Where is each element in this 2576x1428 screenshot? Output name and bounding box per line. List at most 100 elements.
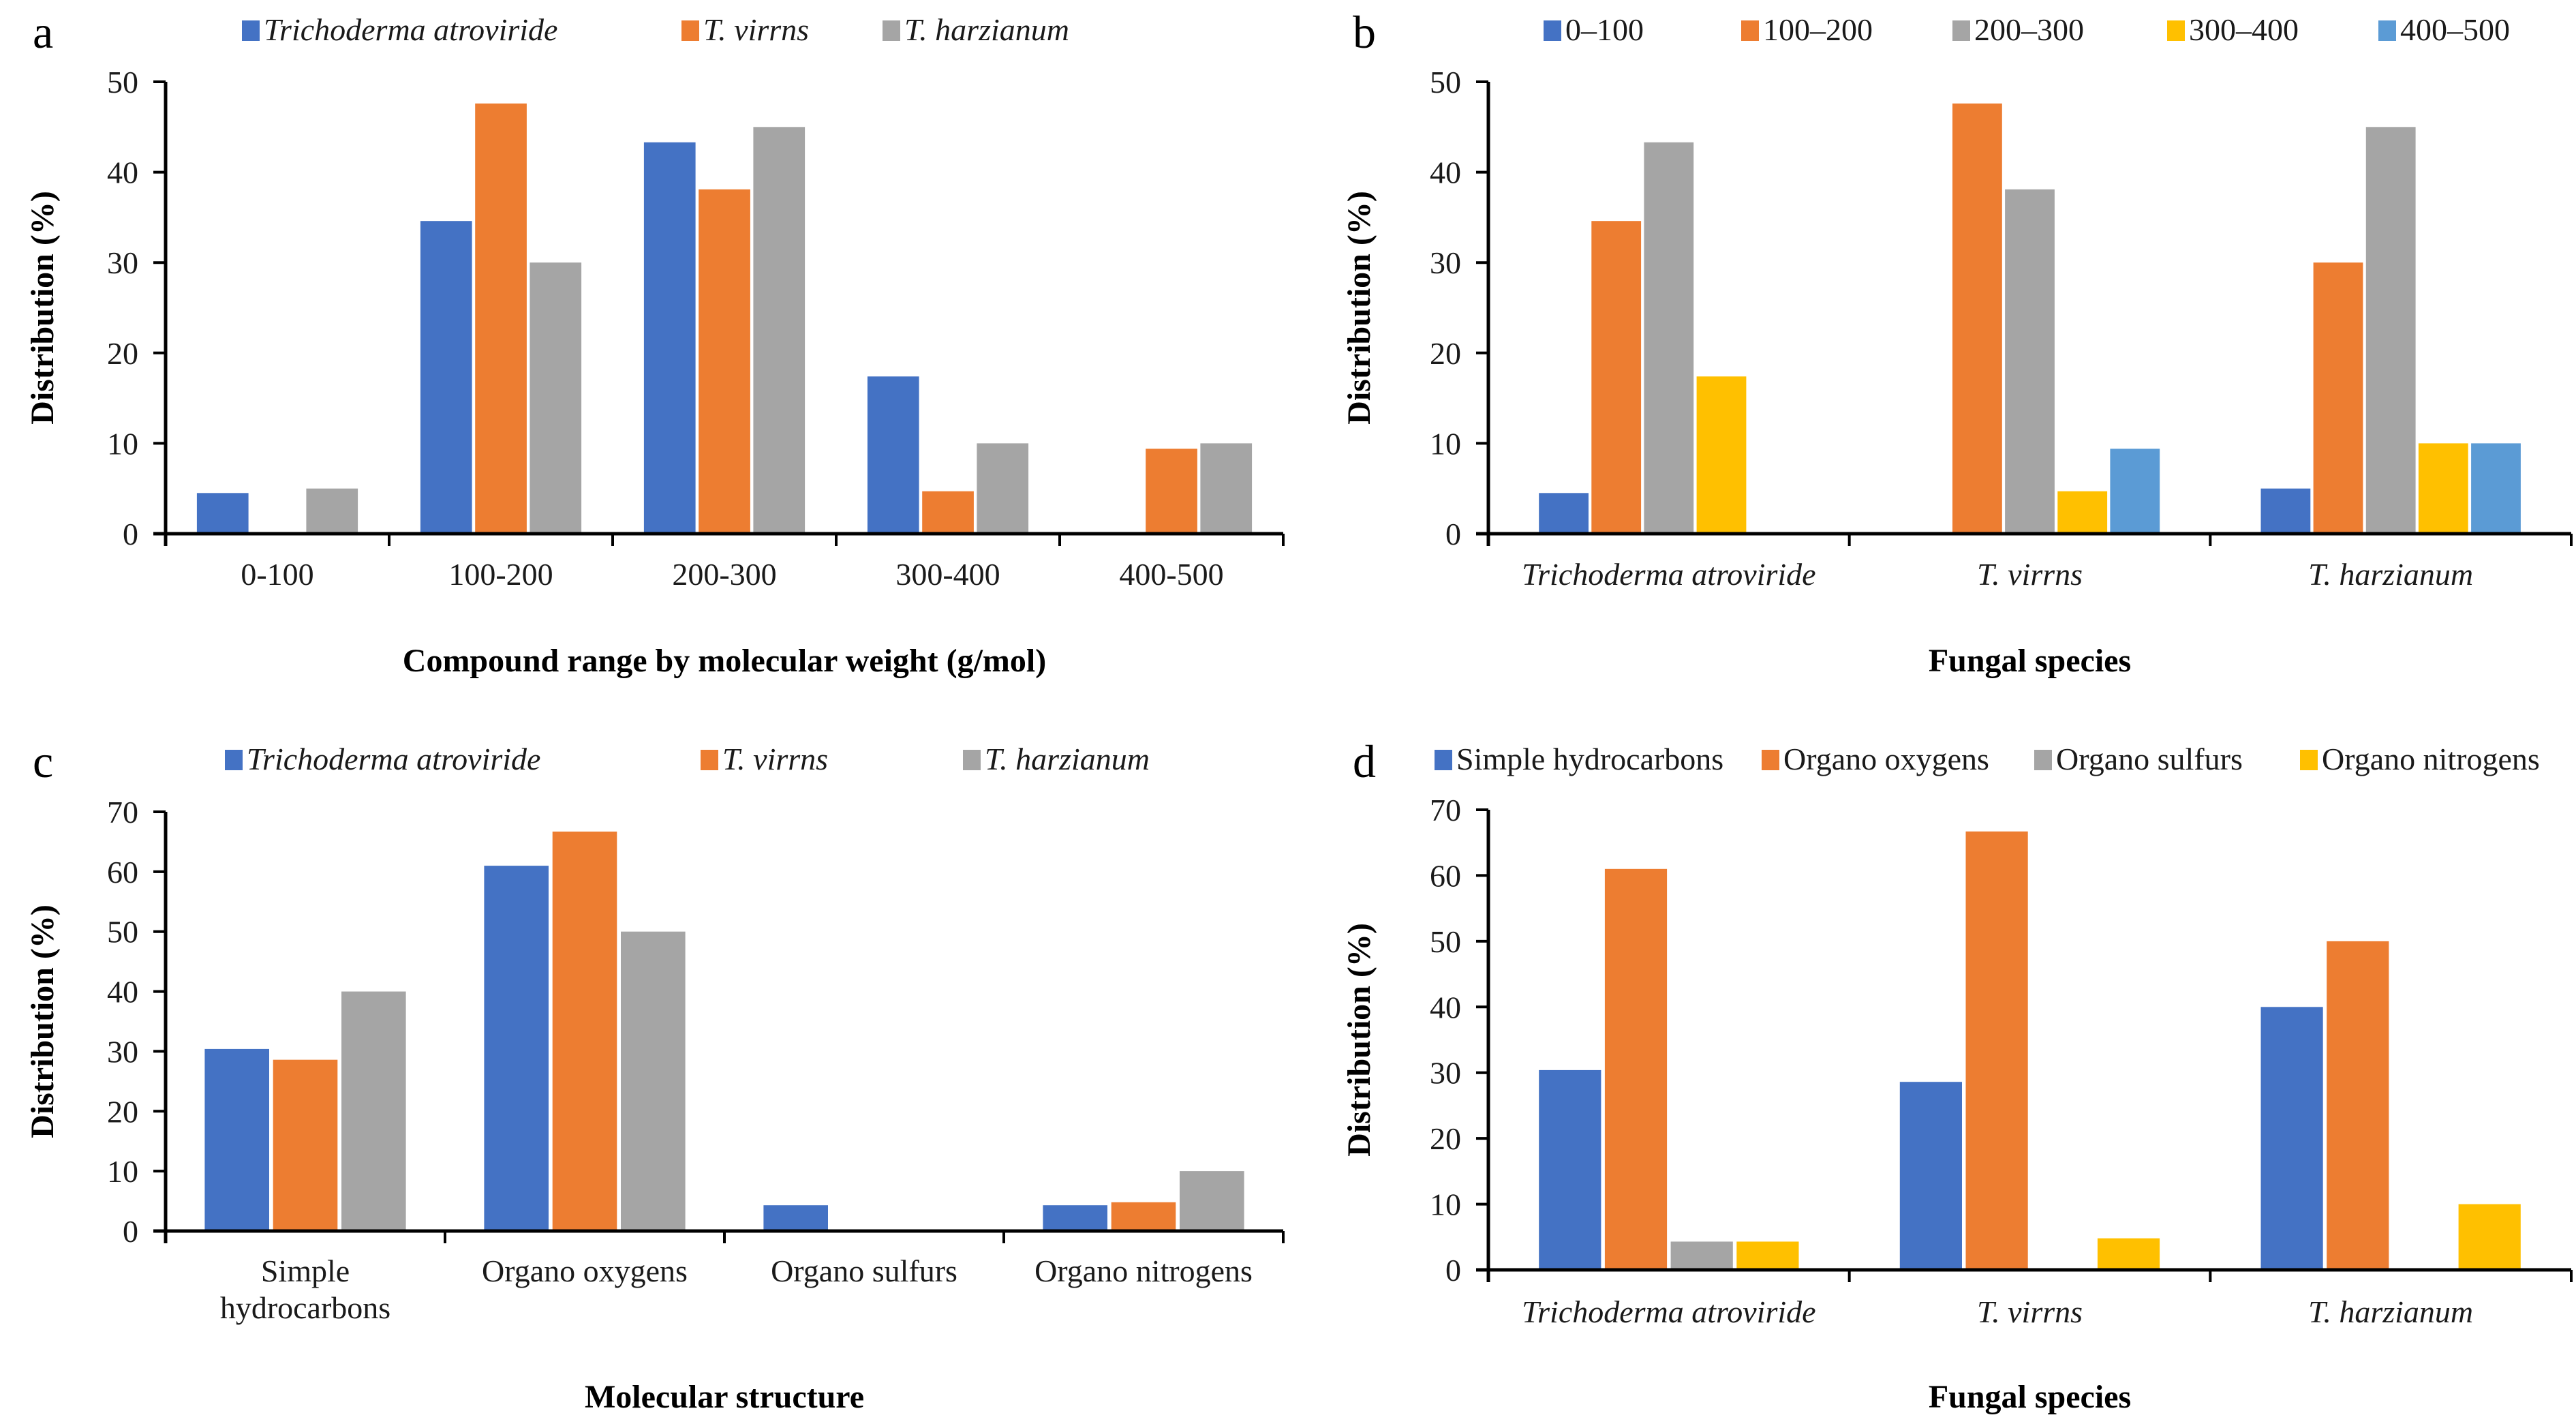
legend-item: Organo sulfurs bbox=[2034, 742, 2243, 776]
bar bbox=[420, 221, 472, 534]
x-tick-label: Simple hydrocarbons bbox=[220, 1254, 390, 1325]
panel-letter: b bbox=[1353, 6, 1376, 58]
x-tick-label: 400-500 bbox=[1119, 557, 1223, 592]
legend-swatch bbox=[1952, 20, 1970, 41]
legend-swatch bbox=[701, 750, 718, 770]
y-tick-label: 30 bbox=[107, 1034, 138, 1069]
bar bbox=[1736, 1241, 1799, 1270]
bar bbox=[1539, 493, 1589, 534]
bar bbox=[1696, 376, 1747, 534]
y-axis-title: Distribution (%) bbox=[1341, 923, 1377, 1157]
y-tick-label: 10 bbox=[107, 426, 138, 461]
bar bbox=[2057, 491, 2108, 534]
y-tick-label: 10 bbox=[1430, 1187, 1461, 1222]
legend-swatch bbox=[681, 20, 699, 41]
legend-item: Organo oxygens bbox=[1762, 742, 1989, 776]
legend-item: Trichoderma atroviride bbox=[225, 742, 540, 776]
bar bbox=[867, 376, 919, 534]
bar bbox=[1965, 831, 2028, 1270]
legend-swatch bbox=[2167, 20, 2185, 41]
x-tick-label: T. virrns bbox=[1977, 1294, 2083, 1329]
y-tick-label: 20 bbox=[1430, 336, 1461, 371]
bar bbox=[475, 103, 527, 534]
bar bbox=[2260, 1007, 2323, 1270]
bar bbox=[2110, 449, 2160, 534]
bar bbox=[1111, 1202, 1176, 1231]
bar bbox=[2313, 262, 2363, 534]
legend-label: 0–100 bbox=[1565, 12, 1644, 47]
y-tick-label: 50 bbox=[1430, 924, 1461, 959]
y-tick-label: 60 bbox=[1430, 858, 1461, 893]
y-tick-label: 40 bbox=[1430, 990, 1461, 1024]
bar bbox=[753, 127, 806, 534]
legend-swatch bbox=[1435, 750, 1452, 770]
bar bbox=[1670, 1241, 1733, 1270]
bar bbox=[1899, 1082, 1962, 1270]
y-tick-label: 30 bbox=[107, 245, 138, 280]
legend-swatch bbox=[1762, 750, 1779, 770]
legend-item: 300–400 bbox=[2167, 12, 2299, 47]
bar bbox=[2471, 443, 2521, 534]
legend: 0–100 100–200 200–300 300–400 400–500 bbox=[1544, 12, 2510, 47]
panel-a: a Trichoderma atroviride T. virrns T. harzi… bbox=[25, 6, 1285, 679]
legend-label: 200–300 bbox=[1974, 12, 2084, 47]
bar bbox=[1146, 449, 1197, 534]
bar bbox=[1043, 1205, 1107, 1231]
x-axis-title: Fungal species bbox=[1929, 1379, 2131, 1415]
y-tick-label: 40 bbox=[107, 155, 138, 190]
bar bbox=[1180, 1171, 1244, 1231]
y-tick-label: 50 bbox=[107, 915, 138, 950]
y-tick-label: 0 bbox=[123, 517, 138, 551]
bar bbox=[1644, 142, 1694, 534]
y-tick-label: 20 bbox=[107, 1094, 138, 1129]
panel-letter: c bbox=[33, 735, 53, 787]
bar bbox=[763, 1205, 828, 1231]
legend-item: 200–300 bbox=[1952, 12, 2084, 47]
bar bbox=[1604, 868, 1668, 1270]
legend: Trichoderma atroviride T. virrns T. harzia… bbox=[242, 12, 1069, 47]
x-tick-label: Organo sulfurs bbox=[771, 1254, 957, 1288]
x-tick-label: T. harzianum bbox=[2308, 1294, 2473, 1329]
panel-b: b 0–100 100–200 200–300 300–400 400–500 0 10 20 3… bbox=[1341, 6, 2573, 679]
bar bbox=[643, 142, 696, 534]
legend-label: T. harzianum bbox=[904, 12, 1069, 47]
x-tick-label: 100-200 bbox=[448, 557, 553, 592]
legend-item: Organo nitrogens bbox=[2300, 742, 2540, 776]
y-tick-label: 50 bbox=[1430, 65, 1461, 100]
legend-item: T. virrns bbox=[701, 742, 828, 776]
legend-swatch bbox=[242, 20, 260, 41]
bar bbox=[1952, 103, 2002, 534]
legend-item: Trichoderma atroviride bbox=[242, 12, 557, 47]
legend: Trichoderma atroviride T. virrns T. harzia… bbox=[225, 742, 1150, 776]
y-tick-label: 0 bbox=[1445, 1253, 1461, 1288]
legend: Simple hydrocarbons Organo oxygens Organo … bbox=[1435, 742, 2540, 776]
y-tick-label: 60 bbox=[107, 855, 138, 890]
y-tick-label: 40 bbox=[1430, 155, 1461, 190]
bar bbox=[273, 1059, 338, 1231]
y-tick-label: 0 bbox=[123, 1214, 138, 1249]
legend-item: Simple hydrocarbons bbox=[1435, 742, 1723, 776]
y-tick-label: 0 bbox=[1445, 517, 1461, 551]
panel-letter: d bbox=[1353, 735, 1376, 787]
legend-label: 100–200 bbox=[1763, 12, 1873, 47]
legend-item: T. harzianum bbox=[883, 12, 1069, 47]
legend-swatch bbox=[963, 750, 981, 770]
bar bbox=[2365, 127, 2416, 534]
x-tick-label: 0-100 bbox=[241, 557, 313, 592]
y-axis-title: Distribution (%) bbox=[1341, 191, 1377, 425]
legend-label: T. virrns bbox=[722, 742, 828, 776]
legend-label: 300–400 bbox=[2189, 12, 2299, 47]
y-axis-title: Distribution (%) bbox=[25, 905, 61, 1138]
legend-label: Trichoderma atroviride bbox=[264, 12, 557, 47]
bar bbox=[2260, 488, 2311, 534]
bar bbox=[1591, 221, 1642, 534]
panel-letter: a bbox=[33, 6, 53, 58]
legend-label: T. virrns bbox=[703, 12, 809, 47]
legend-label: T. harzianum bbox=[985, 742, 1150, 776]
bar bbox=[2097, 1238, 2160, 1270]
bar bbox=[530, 262, 582, 534]
y-tick-label: 10 bbox=[107, 1154, 138, 1189]
panel-c: c Trichoderma atroviride T. virrns T. harzi… bbox=[25, 735, 1285, 1415]
y-tick-label: 70 bbox=[1430, 793, 1461, 827]
